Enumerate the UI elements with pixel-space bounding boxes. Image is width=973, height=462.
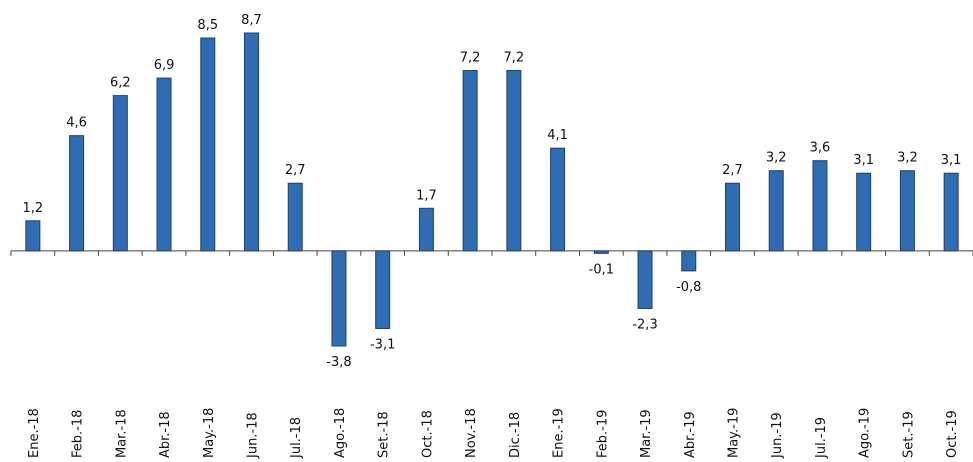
x-tick-label: Ago.-18: [333, 408, 348, 458]
bar: [899, 170, 915, 252]
bar: [156, 77, 172, 252]
bar: [418, 207, 434, 252]
bar: [681, 250, 697, 272]
value-label: 3,6: [810, 141, 831, 156]
bar: [200, 37, 216, 252]
bar: [506, 70, 522, 252]
x-tick-label: Set.-18: [377, 411, 392, 458]
value-label: 7,2: [460, 51, 481, 66]
x-tick-label: Jun.-19: [770, 412, 785, 459]
x-tick-label: Jun.-18: [246, 412, 261, 459]
x-tick-label: Oct.-18: [420, 410, 435, 458]
bar: [725, 182, 740, 252]
value-label: 8,5: [197, 18, 218, 33]
bar: [25, 220, 41, 252]
x-tick-label: Jul.-18: [289, 417, 304, 459]
x-tick-label: Ene.-18: [27, 408, 42, 458]
value-label: 1,2: [23, 201, 44, 216]
value-label: -0,1: [589, 262, 614, 277]
x-tick-label: Oct.-19: [945, 410, 960, 458]
x-tick-label: May.-19: [727, 408, 742, 458]
value-label: 7,2: [504, 51, 525, 66]
bar: [244, 32, 259, 252]
value-label: 4,6: [66, 116, 87, 131]
x-tick-label: Dic.-18: [508, 412, 523, 458]
value-label: -3,8: [326, 355, 351, 370]
x-tick-label: Mar.-19: [639, 409, 654, 458]
bar: [637, 250, 653, 309]
value-label: 6,2: [110, 76, 131, 91]
bar: [768, 170, 784, 252]
x-tick-label: May.-18: [202, 408, 217, 458]
x-tick-label: Abr.-18: [158, 411, 173, 458]
value-label: 2,7: [285, 163, 306, 178]
value-label: 8,7: [241, 13, 262, 28]
value-label: -3,1: [370, 337, 395, 352]
x-tick-label: Feb.-18: [71, 410, 86, 458]
value-label: 1,7: [416, 188, 437, 203]
bar: [943, 172, 959, 252]
bar: [812, 160, 828, 252]
bar: [375, 250, 391, 329]
x-tick-label: Abr.-19: [683, 411, 698, 458]
value-label: 3,1: [941, 153, 962, 168]
value-label: 6,9: [154, 58, 175, 73]
bar: [462, 70, 478, 252]
bar: [331, 250, 347, 347]
value-label: 2,7: [722, 163, 743, 178]
bar: [287, 182, 303, 252]
value-label: 3,2: [766, 151, 787, 166]
value-label: 3,2: [897, 151, 918, 166]
x-tick-label: Jul.-19: [814, 417, 829, 459]
value-label: -0,8: [676, 280, 701, 295]
bar: [112, 95, 128, 252]
x-tick-label: Mar.-18: [114, 409, 129, 458]
value-label: -2,3: [632, 317, 657, 332]
x-tick-label: Ago.-19: [858, 408, 873, 458]
x-tick-label: Ene.-19: [552, 408, 567, 458]
bar: [856, 172, 872, 252]
x-tick-label: Set.-19: [901, 411, 916, 458]
value-label: 4,1: [547, 128, 568, 143]
x-tick-label: Nov.-18: [464, 408, 479, 458]
bar: [550, 147, 566, 252]
value-label: 3,1: [853, 153, 874, 168]
bar: [69, 135, 85, 252]
x-tick-label: Feb.-19: [595, 410, 610, 458]
